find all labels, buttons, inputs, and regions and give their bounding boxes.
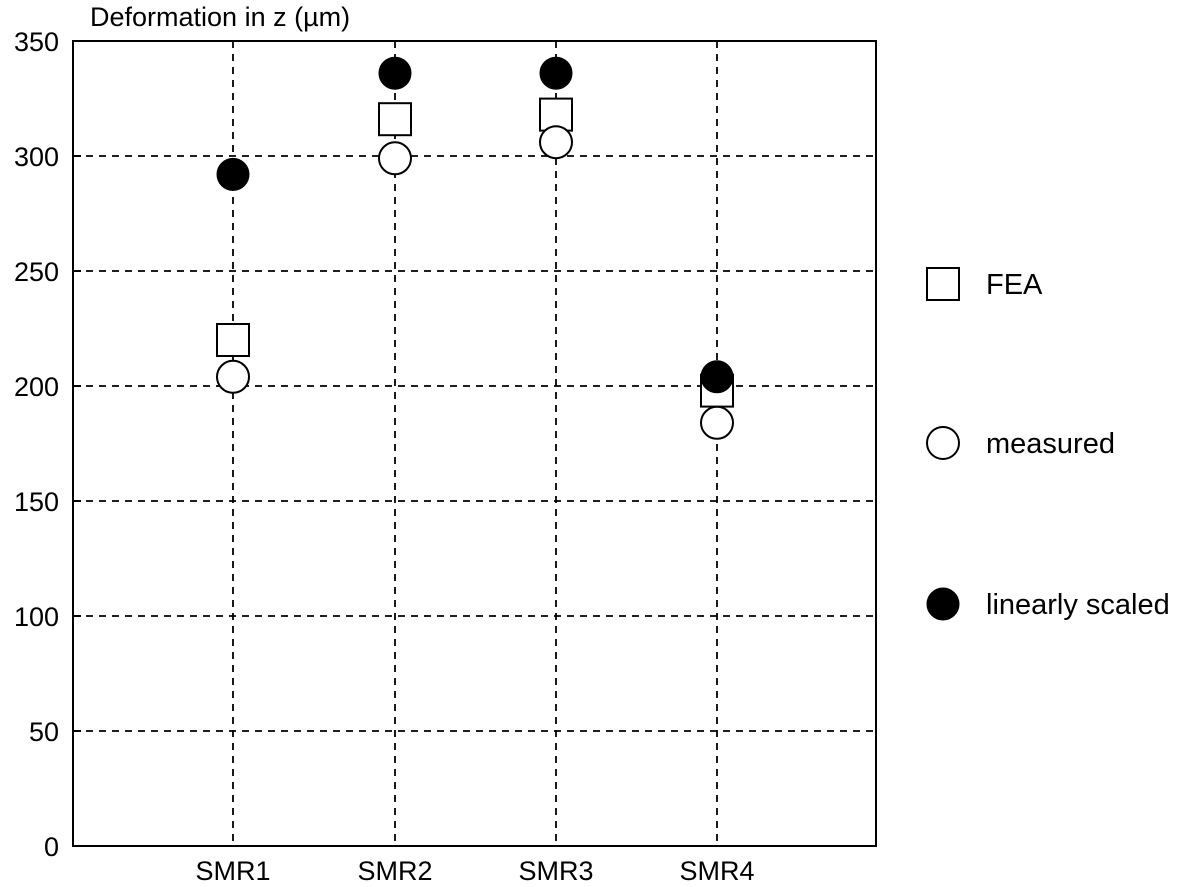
legend-marker-linearly-scaled bbox=[926, 587, 960, 621]
data-point-linearly-scaled bbox=[378, 56, 412, 90]
legend-label: measured bbox=[986, 428, 1115, 460]
data-point-linearly-scaled bbox=[539, 56, 573, 90]
x-tick-label: SMR3 bbox=[518, 856, 593, 886]
tick-layer: 0 50 100 150 200 250 300 350 SMR1 SMR2 SMR3 SMR4 bbox=[14, 27, 755, 886]
data-point-fea bbox=[216, 323, 250, 357]
data-point-fea bbox=[378, 102, 412, 137]
y-tick-label: 300 bbox=[14, 142, 59, 172]
x-tick-label: SMR2 bbox=[357, 856, 432, 886]
y-tick-label: 200 bbox=[14, 372, 59, 402]
data-point-measured bbox=[216, 359, 250, 394]
y-tick-label: 150 bbox=[14, 487, 59, 517]
data-point-measured bbox=[378, 141, 412, 176]
x-tick-label: SMR1 bbox=[195, 856, 270, 886]
legend-label: FEA bbox=[986, 269, 1043, 301]
data-point-measured bbox=[539, 125, 573, 160]
marker-layer bbox=[216, 56, 734, 440]
legend-marker-measured bbox=[926, 426, 960, 460]
y-tick-label: 250 bbox=[14, 257, 59, 287]
data-point-linearly-scaled bbox=[216, 157, 250, 191]
legend: FEA measured linearly scaled bbox=[926, 267, 1170, 621]
legend-marker-fea bbox=[926, 267, 960, 301]
grid-layer bbox=[73, 41, 876, 846]
data-point-linearly-scaled bbox=[700, 360, 734, 394]
y-tick-label: 50 bbox=[29, 717, 59, 747]
y-tick-label: 100 bbox=[14, 602, 59, 632]
legend-label: linearly scaled bbox=[986, 589, 1170, 621]
data-point-measured bbox=[700, 405, 734, 440]
y-tick-label: 350 bbox=[14, 27, 59, 57]
plot-frame bbox=[72, 40, 877, 847]
y-axis-label: Deformation in z (µm) bbox=[90, 2, 350, 32]
y-tick-label: 0 bbox=[44, 832, 59, 862]
x-tick-label: SMR4 bbox=[679, 856, 754, 886]
